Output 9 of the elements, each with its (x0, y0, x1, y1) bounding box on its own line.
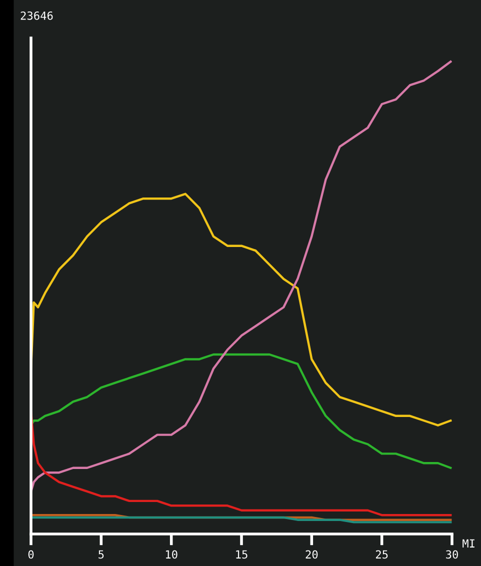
x-axis-title: MI (462, 539, 474, 548)
x-tick-label: 5 (98, 550, 104, 559)
x-tick-label: 0 (28, 550, 34, 559)
text: 23646 (20, 11, 53, 20)
x-tick-label: 15 (236, 550, 248, 559)
x-tick-label: 25 (376, 550, 388, 559)
x-tick-label: 10 (166, 550, 178, 559)
x-tick-label: 30 (446, 550, 458, 559)
x-tick-label: 20 (306, 550, 318, 559)
